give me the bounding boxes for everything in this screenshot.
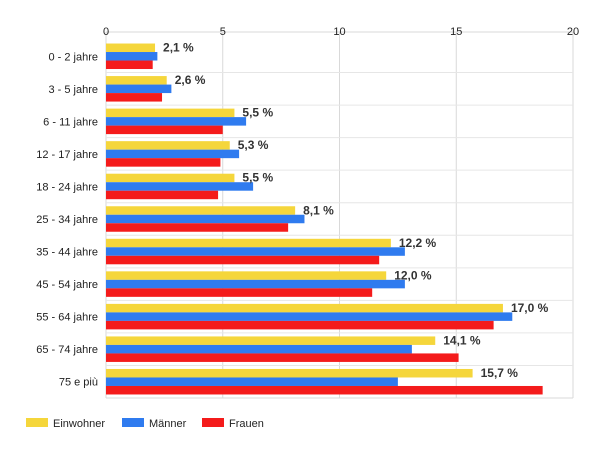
bar-einwohner (106, 368, 473, 378)
data-labels: 2,1 % 2,6 % 5,5 % 5,3 % 5,5 % 8,1 % 12,2 % 12,0… (163, 41, 549, 380)
x-tick-label: 15 (450, 26, 462, 38)
category-label: 25 - 34 jahre (36, 214, 98, 226)
bar-männer (106, 52, 158, 61)
bar-frauen (106, 353, 459, 362)
bar-einwohner (106, 206, 296, 215)
bar-einwohner (106, 173, 235, 183)
category-label: 35 - 44 jahre (36, 247, 98, 259)
bar-frauen (106, 60, 153, 70)
data-label: 17,0 % (511, 301, 549, 315)
x-tick-label: 10 (333, 26, 345, 38)
category-label: 55 - 64 jahre (36, 312, 98, 324)
bar-einwohner (106, 303, 503, 313)
grid-lines (105, 31, 574, 399)
bar-frauen (106, 190, 219, 200)
category-label: 3 - 5 jahre (48, 84, 98, 96)
data-label: 2,6 % (175, 73, 206, 87)
bar-frauen (106, 223, 289, 232)
x-tick-label: 20 (567, 26, 579, 38)
bar-männer (106, 312, 513, 321)
legend-label: Einwohner (53, 418, 105, 430)
data-label: 12,0 % (394, 268, 432, 282)
bar-einwohner (106, 271, 387, 280)
bar-männer (106, 344, 412, 354)
bar-männer (106, 214, 305, 224)
bar-einwohner (106, 336, 436, 345)
category-label: 12 - 17 jahre (36, 149, 98, 161)
bar-männer (106, 117, 247, 126)
bar-einwohner (106, 238, 391, 248)
bar-männer (106, 149, 240, 159)
bar-frauen (106, 93, 163, 102)
legend-swatch (26, 418, 48, 427)
bar-einwohner (106, 76, 167, 85)
bars (106, 43, 543, 395)
bar-männer (106, 377, 398, 386)
bar-einwohner (106, 43, 156, 53)
x-tick-label: 5 (220, 26, 226, 38)
legend: Einwohner Männer Frauen (26, 418, 264, 430)
data-label: 5,5 % (242, 106, 273, 120)
category-label: 18 - 24 jahre (36, 181, 98, 193)
data-label: 5,5 % (242, 171, 273, 185)
category-label: 6 - 11 jahre (43, 116, 98, 128)
category-label: 65 - 74 jahre (36, 344, 98, 356)
category-label: 0 - 2 jahre (48, 51, 98, 63)
data-label: 14,1 % (443, 333, 481, 347)
bar-frauen (106, 158, 221, 167)
bar-frauen (106, 320, 494, 330)
bar-männer (106, 279, 405, 289)
data-label: 5,3 % (238, 138, 269, 152)
bar-männer (106, 182, 254, 191)
bar-einwohner (106, 141, 230, 150)
legend-label: Frauen (229, 418, 264, 430)
bar-einwohner (106, 108, 235, 118)
data-label: 15,7 % (481, 366, 519, 380)
category-label: 45 - 54 jahre (36, 279, 98, 291)
legend-label: Männer (149, 418, 187, 430)
category-labels: 0 - 2 jahre 3 - 5 jahre 6 - 11 jahre 12 - 1… (36, 51, 98, 388)
bar-frauen (106, 288, 373, 297)
data-label: 8,1 % (303, 203, 334, 217)
bar-männer (106, 84, 172, 94)
x-axis-ticks: 0 5 10 15 20 (103, 26, 579, 38)
bar-frauen (106, 255, 380, 265)
x-tick-label: 0 (103, 26, 109, 38)
bar-männer (106, 247, 405, 256)
bar-frauen (106, 125, 223, 135)
legend-swatch (202, 418, 224, 427)
category-label: 75 e più (59, 377, 98, 389)
legend-swatch (122, 418, 144, 427)
data-label: 2,1 % (163, 41, 194, 55)
data-label: 12,2 % (399, 236, 437, 250)
bar-frauen (106, 385, 543, 395)
